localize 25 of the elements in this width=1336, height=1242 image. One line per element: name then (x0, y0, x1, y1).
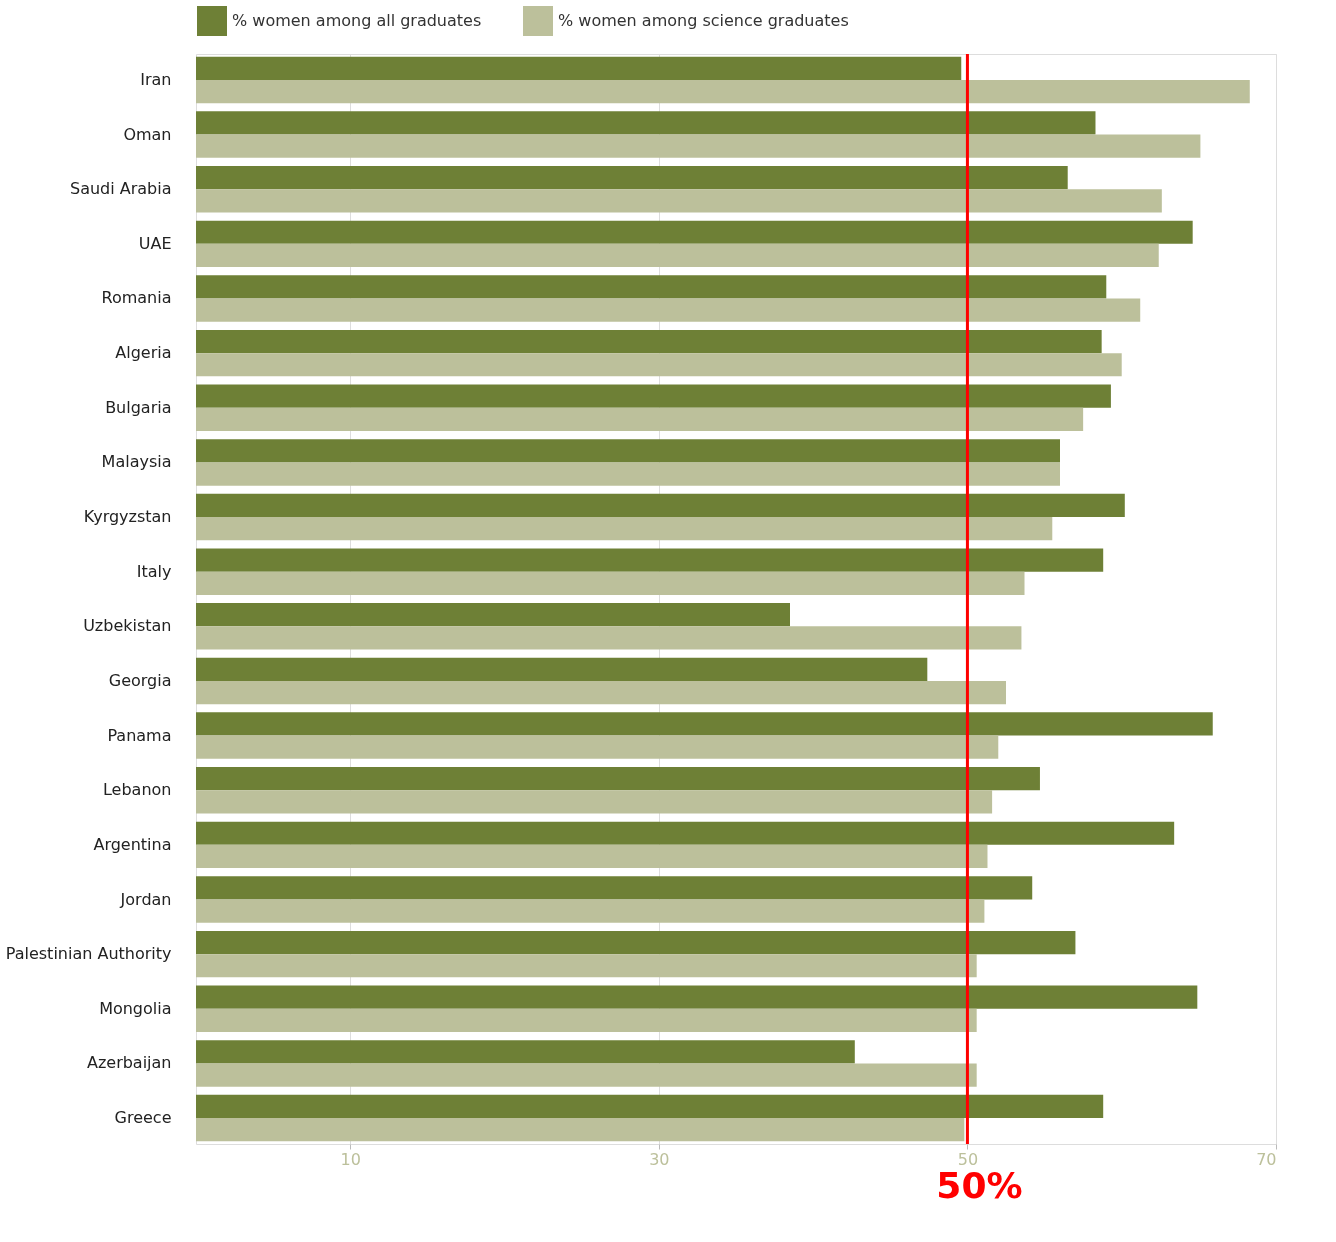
legend-label: % women among all graduates (232, 11, 482, 30)
y-tick-label: Algeria (115, 343, 172, 363)
legend-label: % women among science graduates (558, 11, 849, 30)
y-tick-label: Palestinian Authority (5, 944, 172, 964)
y-tick-label: Iran (140, 69, 172, 89)
y-tick-label: Saudi Arabia (69, 179, 172, 199)
y-tick-label: Panama (107, 725, 172, 745)
y-tick-label: Argentina (93, 834, 172, 854)
y-tick-label: Azerbaijan (86, 1053, 172, 1073)
y-tick-label: UAE (138, 233, 172, 253)
y-tick-label: Georgia (108, 670, 172, 690)
y-tick-label: Uzbekistan (83, 616, 172, 636)
y-tick-label: Italy (136, 561, 172, 581)
y-tick-label: Lebanon (102, 780, 172, 800)
y-tick-label: Bulgaria (105, 397, 172, 417)
y-tick-label: Mongolia (99, 998, 172, 1018)
y-tick-label: Greece (114, 1108, 172, 1128)
x-tick-label: 30 (649, 1149, 670, 1169)
y-tick-label: Oman (123, 124, 172, 144)
y-tick-label: Jordan (119, 889, 172, 909)
x-tick-label: 70 (1256, 1149, 1277, 1169)
y-tick-label: Kyrgyzstan (83, 507, 172, 527)
x-tick-label: 10 (340, 1149, 361, 1169)
y-tick-label: Romania (101, 288, 172, 308)
y-tick-label: Malaysia (101, 452, 172, 472)
